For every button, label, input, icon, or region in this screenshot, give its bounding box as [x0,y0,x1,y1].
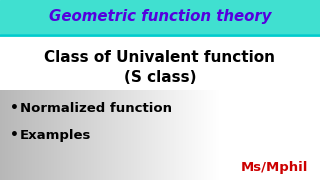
Text: •: • [10,128,19,142]
Bar [220,90,320,180]
Text: •: • [10,101,19,115]
Text: Class of Univalent function: Class of Univalent function [44,51,276,66]
Text: Normalized function: Normalized function [20,102,172,114]
Text: Examples: Examples [20,129,92,141]
Bar [0,0,320,33]
Text: Ms/Mphil: Ms/Mphil [241,161,308,174]
Text: (S class): (S class) [124,69,196,84]
Text: Geometric function theory: Geometric function theory [49,9,271,24]
